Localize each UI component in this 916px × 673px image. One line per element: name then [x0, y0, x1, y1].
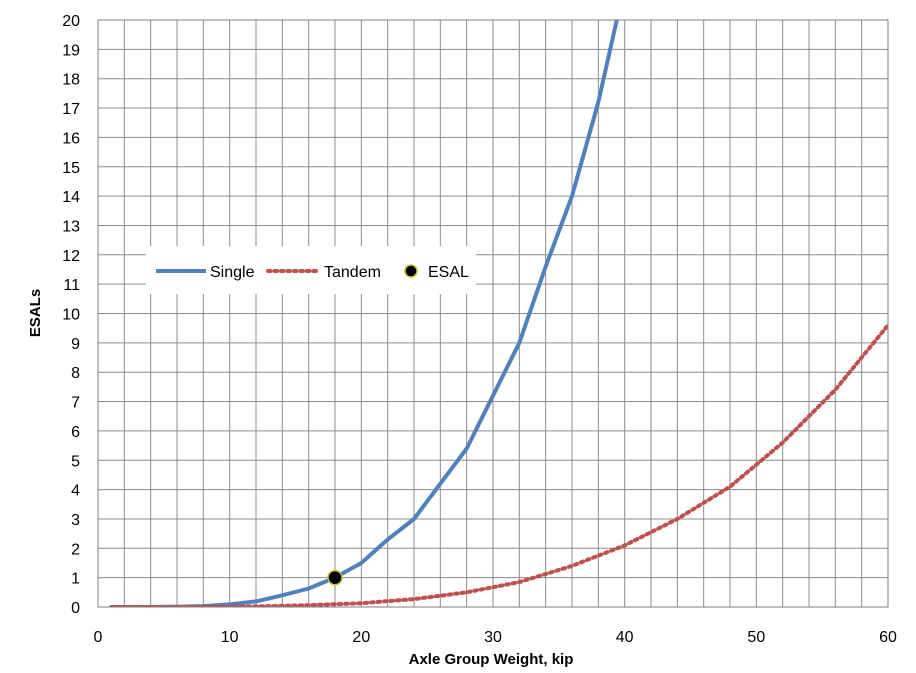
- y-tick-label: 12: [62, 248, 80, 265]
- x-tick-label: 20: [352, 629, 370, 646]
- y-tick-label: 9: [71, 336, 80, 353]
- x-axis-title: Axle Group Weight, kip: [409, 651, 574, 668]
- legend-marker-esal: [404, 264, 418, 278]
- series-line-tandem: [109, 323, 888, 607]
- y-tick-label: 14: [62, 189, 80, 206]
- y-tick-label: 10: [62, 307, 80, 324]
- legend-label-tandem: Tandem: [324, 264, 381, 281]
- grid: [98, 20, 888, 607]
- y-tick-label: 20: [62, 13, 80, 30]
- y-tick-label: 17: [62, 101, 80, 118]
- y-tick-label: 3: [71, 512, 80, 529]
- x-tick-label: 10: [221, 629, 239, 646]
- y-tick-label: 5: [71, 453, 80, 470]
- y-tick-label: 1: [71, 571, 80, 588]
- y-tick-label: 4: [71, 483, 80, 500]
- y-axis-title: ESALs: [27, 289, 44, 337]
- legend-label-esal: ESAL: [428, 264, 469, 281]
- y-tick-label: 19: [62, 42, 80, 59]
- x-tick-label: 0: [94, 629, 103, 646]
- y-tick-label: 18: [62, 72, 80, 89]
- y-tick-label: 7: [71, 395, 80, 412]
- y-tick-label: 13: [62, 218, 80, 235]
- y-tick-label: 0: [71, 600, 80, 617]
- y-tick-label: 8: [71, 365, 80, 382]
- x-tick-label: 40: [616, 629, 634, 646]
- legend: Single Tandem ESAL: [146, 246, 476, 294]
- esal-point: [327, 569, 343, 586]
- tick-labels: 0 10 20 30 40 50 60012345678910111213141516171…: [62, 13, 897, 646]
- x-tick-label: 30: [484, 629, 502, 646]
- y-tick-label: 6: [71, 424, 80, 441]
- y-tick-label: 2: [71, 541, 80, 558]
- x-tick-label: 60: [879, 629, 897, 646]
- x-tick-label: 50: [747, 629, 765, 646]
- y-tick-label: 16: [62, 130, 80, 147]
- y-tick-label: 15: [62, 160, 80, 177]
- plot-border: [97, 19, 889, 608]
- legend-label-single: Single: [210, 264, 255, 281]
- y-tick-label: 11: [63, 277, 80, 294]
